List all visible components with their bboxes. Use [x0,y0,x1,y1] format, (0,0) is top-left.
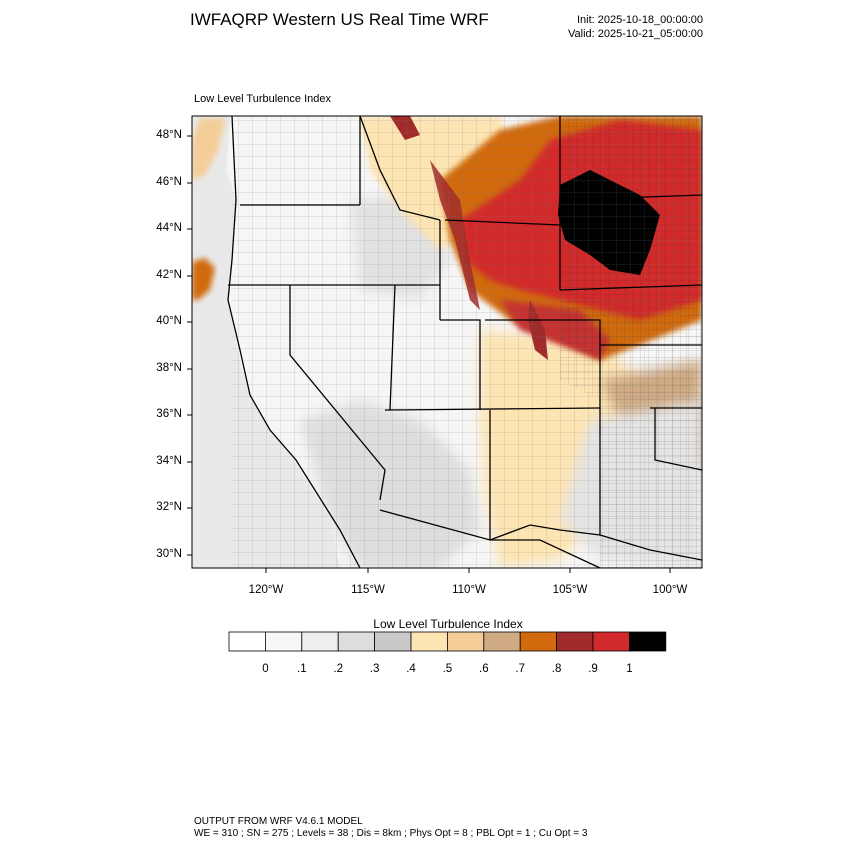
lon-label-100: 100°W [652,584,688,596]
lat-label-38: 38°N [156,362,182,374]
colorbar-label: 0 [262,663,269,675]
lat-ticks [187,135,192,556]
colorbar-cell [374,631,412,652]
colorbar-cell [264,631,303,652]
lon-ticks [265,568,671,573]
map-subtitle: Low Level Turbulence Index [194,93,331,105]
lat-label-46: 46°N [156,176,182,188]
colorbar-title: Low Level Turbulence Index [373,617,523,631]
colorbar-cell [337,631,376,652]
offshore-north-zone [192,118,226,180]
offshore-high-zone [192,258,215,300]
lat-label-34: 34°N [156,455,182,467]
state-boundaries [227,116,702,568]
colorbar-label: .5 [442,663,453,675]
colorbar-label: .4 [406,663,416,675]
lon-label-120: 120°W [248,584,284,596]
lat-label-48: 48°N [156,129,182,141]
colorbar-cell [410,631,448,652]
map-frame [191,115,703,569]
valid-time: Valid: 2025-10-21_05:00:00 [568,28,703,40]
colorbar-label: .7 [515,663,525,675]
lon-label-105: 105°W [552,584,588,596]
colorbar-cell [629,631,667,652]
footer-model-info: OUTPUT FROM WRF V4.6.1 MODEL [194,816,363,827]
colorbar-cell [228,631,266,652]
init-time: Init: 2025-10-18_00:00:00 [577,14,703,26]
main-title: IWFAQRP Western US Real Time WRF [190,10,489,29]
footer-config-info: WE = 310 ; SN = 275 ; Levels = 38 ; Dis … [194,828,588,839]
lon-label-115: 115°W [351,584,385,596]
lat-label-36: 36°N [156,408,182,420]
plains-county-lines [550,116,702,568]
colorbar-cell [592,631,630,652]
colorbar-label: .2 [333,663,343,675]
lat-label-44: 44°N [156,222,182,234]
colorbar [228,631,667,652]
map-field [192,116,702,568]
colorbar-label: .3 [369,663,380,675]
colorbar-label: 1 [626,663,633,675]
colorbar-label: .1 [297,663,307,675]
lon-label-110: 110°W [452,584,486,596]
lat-label-32: 32°N [156,501,182,513]
colorbar-label: .6 [479,663,489,675]
colorbar-cell [483,631,521,652]
colorbar-cell [519,631,558,652]
colorbar-label: .8 [551,663,562,675]
colorbar-cell [556,631,594,652]
colorbar-cell [301,631,339,652]
lat-label-30: 30°N [156,548,182,560]
lat-label-40: 40°N [156,315,182,327]
colorbar-label: .9 [588,663,598,675]
colorbar-cell [446,631,485,652]
ocean-gradient [192,116,340,568]
lat-label-42: 42°N [156,269,182,281]
